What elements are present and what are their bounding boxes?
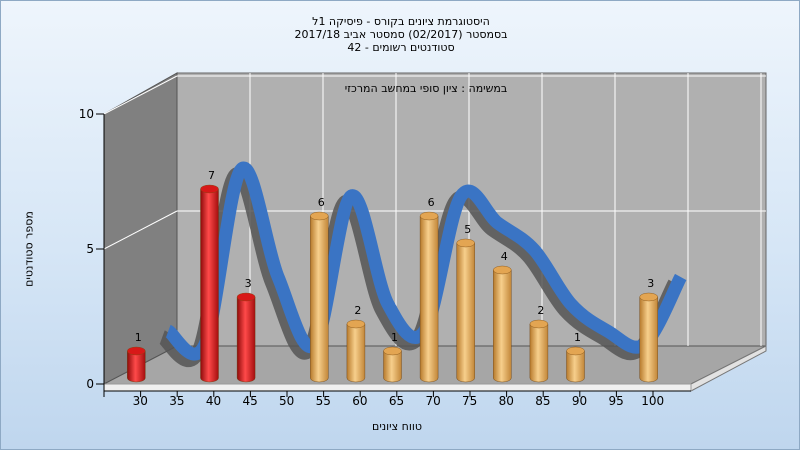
ribbon-curve [164,161,687,361]
bar-90 [566,346,585,383]
bar-value-label: 1 [574,331,581,344]
x-tick-label: 50 [279,394,294,408]
x-tick-label: 90 [572,394,587,408]
bar-value-label: 3 [245,277,252,290]
bar-85 [529,319,549,383]
x-axis-label: טווח ציונים [372,420,422,433]
y-axis-label: מספר סטודנטים [22,211,36,287]
bar-40 [200,184,219,383]
bar-60 [346,319,366,383]
bar-30 [127,346,146,383]
bar-value-label: 2 [354,304,361,317]
chart-title-line-3: סטודנטים רשומים - 42 [347,41,455,54]
x-tick-label: 85 [535,394,550,408]
chart-title-line-1: היסטוגרמת ציונים בקורס - פיסיקה 1ל [312,15,490,28]
x-tick-label: 45 [242,394,257,408]
bar-value-label: 6 [318,196,325,209]
bar-value-label: 6 [428,196,435,209]
x-tick-label: 75 [462,394,477,408]
x-tick-label: 95 [608,394,623,408]
bar-value-label: 7 [208,169,215,182]
x-tick-label: 30 [133,394,148,408]
bar-100 [639,292,658,383]
distribution-ribbon [157,161,687,367]
x-tick-label: 40 [206,394,221,408]
y-tick-label: 0 [86,377,94,391]
grid-line-left [103,210,178,250]
bar-80 [493,265,512,383]
bar-value-label: 1 [135,331,142,344]
bar-value-label: 3 [647,277,654,290]
grid-line-left [103,75,178,115]
bar-value-label: 1 [391,331,398,344]
x-tick-label: 35 [169,394,184,408]
x-tick-label: 80 [499,394,514,408]
x-tick-label: 60 [352,394,367,408]
x-tick-label: 70 [425,394,440,408]
bar-65 [383,346,402,383]
x-tick-label: 55 [316,394,331,408]
x-tick-label: 100 [641,394,664,408]
bars-group: 1 7 3 6 2 1 6 5 4 2 1 3 [127,169,658,383]
chart-title-line-2: בסמסטר (02/2017) סמסטר אביב 2017/18 [294,28,508,41]
bar-55 [310,211,329,383]
y-tick-label: 10 [79,107,94,121]
bar-value-label: 2 [537,304,544,317]
bar-70 [419,211,439,383]
bar-45 [236,292,256,383]
chart-subtitle: במשימה : ציון סופי במחשב המרכזי [344,82,508,95]
front-edge [103,383,692,392]
x-tick-label: 65 [389,394,404,408]
bar-75 [456,238,475,383]
y-tick-label: 5 [86,242,94,256]
bar-value-label: 5 [464,223,471,236]
bar-value-label: 4 [501,250,508,263]
